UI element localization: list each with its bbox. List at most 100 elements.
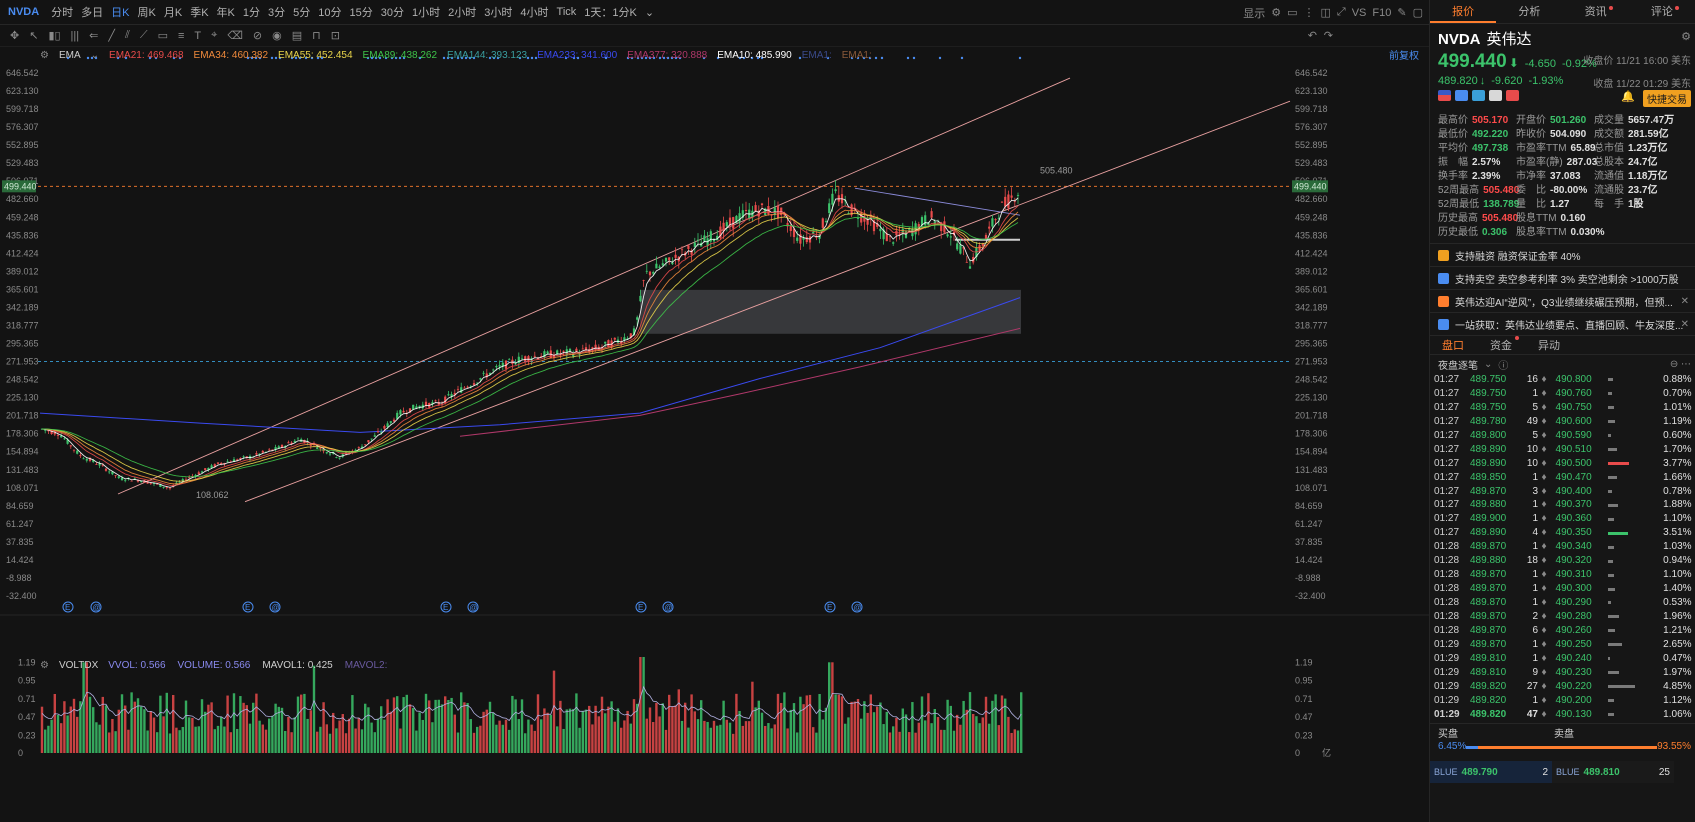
period-10[interactable]: 10分 (318, 7, 342, 19)
ema-legend-item[interactable]: EMA144: 393.123 (447, 49, 528, 61)
notice-item[interactable]: 支持卖空 卖空参考利率 3% 卖空池剩余 >1000万股 (1430, 266, 1695, 289)
rectangle-drawing[interactable] (640, 289, 1021, 334)
tools-icon[interactable]: ⋮ (1303, 7, 1315, 19)
info-icon[interactable]: ⓘ (1498, 360, 1509, 372)
ray-tool-icon[interactable]: ⟋ (139, 29, 148, 41)
panel-tab-1[interactable]: 资金 (1490, 336, 1519, 353)
earnings-event-icon[interactable] (62, 601, 74, 613)
vs-button[interactable]: VS (1351, 6, 1367, 19)
chevron-down-icon[interactable]: ⌄ (644, 6, 655, 19)
magnet-icon[interactable]: ⊓ (312, 30, 321, 42)
fib-tool-icon[interactable]: ≡ (177, 29, 185, 42)
ema-legend-item[interactable]: EMA233: 341.600 (537, 49, 618, 61)
volume-chart[interactable]: ⚙ VOLTDX VVOL: 0.566 VOLUME: 0.566 MAVOL1:… (0, 639, 1429, 822)
ema-legend-item[interactable]: EMA55: 452.454 (278, 49, 353, 61)
period-17[interactable]: Tick (556, 6, 577, 18)
undo-icon[interactable]: ↶ (1307, 30, 1317, 42)
period-6[interactable]: 年K (216, 7, 235, 19)
alert-bell-icon[interactable]: 🔔 (1621, 91, 1635, 103)
period-9[interactable]: 5分 (293, 7, 311, 19)
gear-icon[interactable]: ⚙ (1681, 31, 1691, 43)
bid-level[interactable]: BLUE 489.790 2 (1430, 761, 1552, 784)
period-7[interactable]: 1分 (242, 7, 261, 19)
period-14[interactable]: 2小时 (448, 7, 477, 19)
period-12[interactable]: 30分 (380, 7, 405, 19)
ema-legend-item[interactable]: EMA1: (841, 49, 872, 61)
notice-item[interactable]: 支持融资 融资保证金率 40% (1430, 243, 1695, 266)
options-icon[interactable] (1455, 90, 1468, 101)
period-15[interactable]: 3小时 (484, 7, 513, 19)
quote-tab-2[interactable]: 资讯 (1563, 0, 1629, 23)
news-event-icon[interactable] (662, 601, 674, 613)
earnings-event-icon[interactable] (635, 601, 647, 613)
pen-icon[interactable]: ✎ (1397, 7, 1407, 19)
margin-icon[interactable] (1472, 90, 1485, 101)
tape-options-icon[interactable]: ⊖ ⋯ (1669, 358, 1691, 370)
channel-lower-line[interactable] (244, 100, 1291, 503)
volume-legend-item[interactable]: MAVOL2: (344, 659, 388, 671)
f10-button[interactable]: F10 (1372, 6, 1392, 19)
notice-item[interactable]: 英伟达迎AI“逆风”，Q3业绩继续碾压预期，但预... ✕ (1430, 289, 1695, 312)
tape-title[interactable]: 夜盘逐笔 (1438, 360, 1478, 372)
period-16[interactable]: 4小时 (520, 7, 549, 19)
quote-tab-1[interactable]: 分析 (1496, 0, 1562, 23)
ema-legend-item[interactable]: EMA10: 485.990 (717, 49, 792, 61)
favorite-icon[interactable] (1506, 90, 1519, 101)
settings-icon[interactable]: ⚙ (40, 49, 49, 61)
news-event-icon[interactable] (269, 601, 281, 613)
news-event-icon[interactable] (90, 601, 102, 613)
move-icon[interactable]: ✥ (10, 30, 20, 42)
period-13[interactable]: 1小时 (412, 7, 441, 19)
ema-legend-item[interactable]: EMA89: 438.262 (362, 49, 438, 61)
period-2[interactable]: 日K (111, 7, 130, 19)
redo-icon[interactable]: ↷ (1323, 30, 1333, 42)
window-icon[interactable]: ▢ (1412, 7, 1423, 19)
period-5[interactable]: 季K (190, 7, 209, 19)
ema-legend-item[interactable]: EMA21: 469.468 (109, 49, 184, 61)
expand-icon[interactable]: ⤢ (1336, 6, 1346, 18)
lock-icon[interactable]: ⊘ (252, 30, 263, 42)
back-icon[interactable]: ⇐ (89, 30, 99, 42)
ruler-icon[interactable]: ▤ (291, 30, 303, 42)
notice-item[interactable]: 一站获取：英伟达业绩要点、直播回顾、牛友深度... ✕ (1430, 312, 1695, 335)
period-0[interactable]: 分时 (51, 7, 74, 19)
parallel-tool-icon[interactable]: ⫽ (124, 29, 130, 41)
earnings-event-icon[interactable] (242, 601, 254, 613)
ema-legend-item[interactable]: EMA377: 320.888 (627, 49, 708, 61)
news-event-icon[interactable] (467, 601, 479, 613)
earnings-event-icon[interactable] (440, 601, 452, 613)
panel-tab-2[interactable]: 异动 (1538, 340, 1560, 352)
volume-legend-item[interactable]: VOLUME: 0.566 (177, 659, 251, 671)
quote-tab-3[interactable]: 评论 (1629, 0, 1695, 23)
volume-indicator-name[interactable]: VOLTDX (58, 659, 99, 671)
gear-icon[interactable]: ⚙ (1271, 7, 1282, 19)
volume-legend-item[interactable]: MAVOL1: 0.425 (262, 659, 333, 671)
trend-line[interactable] (854, 187, 1021, 216)
close-icon[interactable]: ✕ (1680, 318, 1689, 330)
bar-icon[interactable]: ||| (70, 29, 80, 42)
symbol-label[interactable]: NVDA (8, 6, 40, 18)
quote-tab-0[interactable]: 报价 (1430, 0, 1497, 23)
eye-icon[interactable]: ◉ (272, 30, 282, 42)
volume-legend-item[interactable]: VVOL: 0.566 (108, 659, 166, 671)
period-18[interactable]: 1天：1分K (584, 7, 637, 19)
ask-level[interactable]: BLUE 489.810 25 (1552, 761, 1674, 784)
settings-icon[interactable]: ⚙ (40, 659, 49, 671)
news-event-icon[interactable] (851, 601, 863, 613)
earnings-event-icon[interactable] (824, 601, 836, 613)
layout-icon[interactable]: ▭ (1287, 7, 1298, 19)
price-distribution[interactable]: 490.800 0.88% 490.760 0.70% 490.750 1.01% 490.… (1552, 373, 1695, 721)
chevron-down-icon[interactable]: ⌄ (90, 49, 100, 61)
channel-upper-line[interactable] (117, 77, 1071, 495)
ema-legend-item[interactable]: EMA34: 460.382 (193, 49, 269, 61)
quick-trade-button[interactable]: 快捷交易 (1643, 90, 1691, 107)
panel-tab-0[interactable]: 盘口 (1442, 340, 1464, 352)
line-tool-icon[interactable]: ╱ (108, 30, 115, 42)
eraser-icon[interactable]: ⌫ (227, 30, 243, 42)
ema-legend-item[interactable]: EMA1: (801, 49, 832, 61)
period-1[interactable]: 多日 (81, 7, 104, 19)
short-icon[interactable] (1489, 90, 1502, 101)
trade-list[interactable]: 01:27 489.750 16 ♦ 01:27 489.750 1 ♦ 01:27 489.75… (1430, 373, 1552, 721)
adjust-rights-button[interactable]: 前复权 (1389, 51, 1419, 62)
clear-icon[interactable]: ⊡ (330, 30, 340, 42)
